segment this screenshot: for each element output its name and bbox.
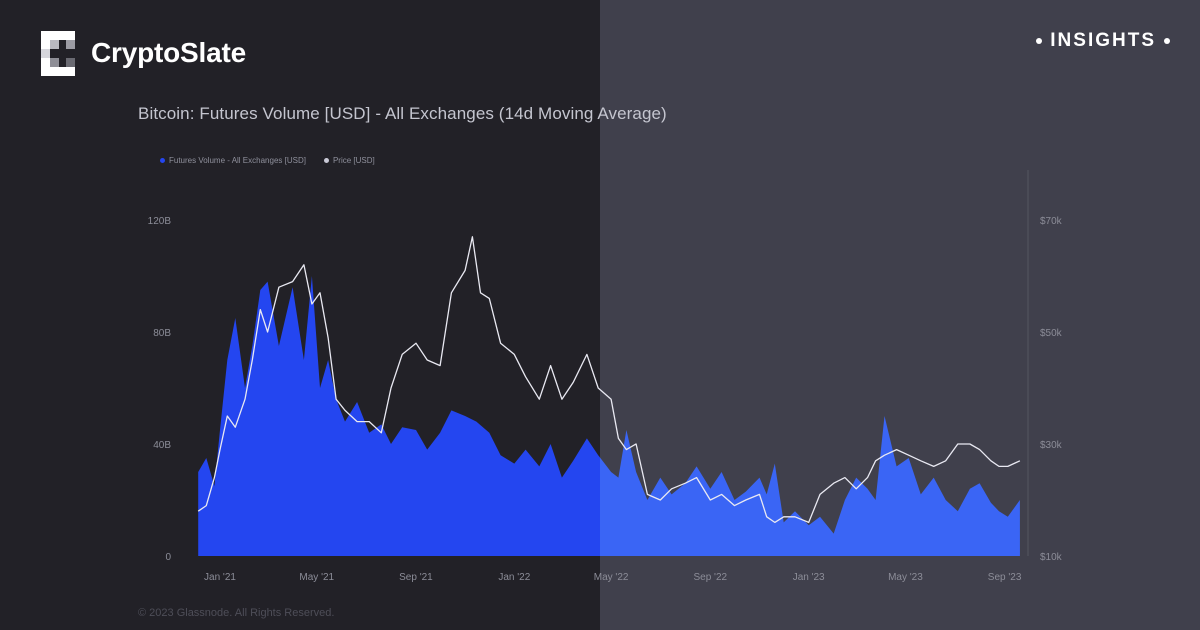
legend-label-volume: Futures Volume - All Exchanges [USD] — [169, 156, 306, 165]
cryptoslate-logo-icon — [41, 30, 75, 76]
x-tick-label: May '21 — [299, 572, 334, 583]
legend-swatch-price — [323, 158, 329, 163]
y-right-tick-label: $70k — [1040, 216, 1063, 227]
y-left-tick-label: 120B — [148, 216, 172, 227]
chart-title: Bitcoin: Futures Volume [USD] - All Exch… — [138, 104, 667, 123]
legend-label-price: Price [USD] — [332, 156, 375, 165]
x-tick-label: May '23 — [888, 572, 923, 583]
x-tick-label: Jan '23 — [793, 572, 825, 583]
y-right-tick-label: $30k — [1040, 440, 1063, 451]
footer-copyright: © 2023 Glassnode. All Rights Reserved. — [138, 607, 335, 619]
chart-legend: Futures Volume - All Exchanges [USD] Pri… — [160, 156, 393, 165]
price-line — [197, 236, 1021, 524]
insights-label: INSIGHTS — [1050, 30, 1156, 51]
x-tick-label: Jan '22 — [498, 572, 530, 583]
x-tick-label: Sep '22 — [693, 572, 727, 583]
x-tick-label: Sep '23 — [988, 572, 1022, 583]
brand[interactable]: CryptoSlate — [41, 30, 246, 76]
x-tick-label: Jan '21 — [204, 572, 236, 583]
insights-badge: INSIGHTS — [1036, 30, 1170, 52]
legend-swatch-volume — [160, 158, 165, 163]
y-right-tick-label: $10k — [1040, 552, 1063, 563]
brand-name: CryptoSlate — [91, 37, 246, 68]
volume-area — [600, 416, 1020, 556]
y-right-tick-label: $50k — [1040, 328, 1063, 339]
x-tick-label: Sep '21 — [399, 572, 433, 583]
y-left-tick-label: 80B — [153, 328, 171, 339]
legend-item-volume[interactable]: Futures Volume - All Exchanges [USD] — [160, 156, 306, 165]
dot-icon — [1036, 38, 1043, 44]
dot-icon — [1164, 38, 1170, 44]
x-tick-label: May '22 — [594, 572, 629, 583]
volume-area — [198, 276, 600, 556]
y-left-tick-label: 40B — [153, 440, 171, 451]
y-left-tick-label: 0 — [165, 552, 171, 563]
legend-item-price[interactable]: Price [USD] — [323, 156, 375, 165]
